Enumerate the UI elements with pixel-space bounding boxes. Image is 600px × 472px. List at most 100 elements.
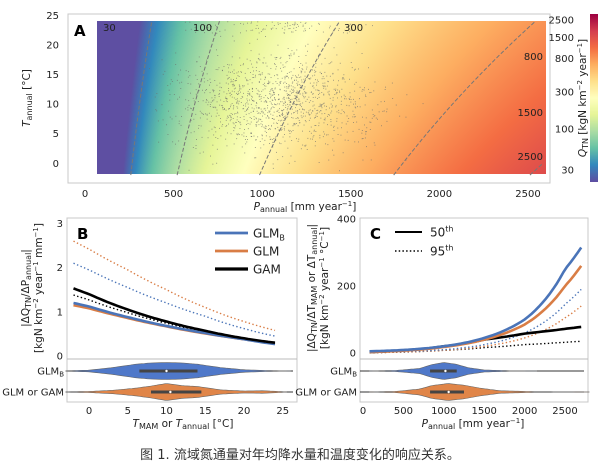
scatter-point [293, 98, 295, 100]
scatter-point [332, 99, 334, 101]
scatter-point [349, 23, 351, 25]
scatter-point [257, 113, 259, 114]
scatter-point [269, 101, 271, 103]
scatter-point [270, 102, 272, 104]
scatter-point [279, 142, 280, 144]
scatter-point [202, 89, 203, 91]
scatter-point [320, 117, 322, 119]
scatter-point [327, 80, 329, 82]
scatter-point [285, 107, 287, 108]
scatter-point [251, 107, 253, 109]
scatter-point [337, 97, 338, 99]
scatter-point [290, 102, 291, 103]
scatter-point [238, 89, 240, 91]
scatter-point [305, 78, 306, 80]
scatter-point [289, 95, 291, 96]
panel-c-ylabel-line1: |ΔQTN/ΔTMAM or ΔTannual| [306, 224, 319, 352]
scatter-point [217, 69, 219, 71]
scatter-point [361, 130, 363, 131]
scatter-point [157, 120, 159, 122]
scatter-point [321, 113, 323, 115]
scatter-point [271, 88, 273, 90]
scatter-point [271, 94, 273, 96]
scatter-point [343, 111, 345, 112]
scatter-point [321, 107, 323, 109]
scatter-point [323, 94, 325, 96]
scatter-point [290, 101, 292, 103]
scatter-point [272, 100, 274, 101]
scatter-point [237, 101, 239, 103]
scatter-point [377, 118, 378, 120]
scatter-point [270, 89, 272, 91]
scatter-point [320, 54, 321, 56]
scatter-point [206, 73, 208, 75]
scatter-point [293, 52, 295, 54]
scatter-point [321, 92, 323, 93]
scatter-point [308, 96, 310, 98]
scatter-point [399, 115, 401, 117]
scatter-point [279, 98, 280, 100]
panel-a-xlabel: Pannual [mm year−1] [254, 200, 357, 214]
scatter-point [349, 92, 351, 94]
scatter-point [292, 86, 294, 88]
scatter-point [324, 82, 326, 84]
scatter-point [323, 122, 325, 124]
scatter-point [233, 40, 235, 42]
scatter-point [222, 124, 224, 125]
scatter-point [328, 159, 330, 161]
scatter-point [286, 93, 288, 95]
scatter-point [251, 118, 252, 119]
scatter-point [320, 110, 322, 111]
scatter-point [265, 77, 266, 79]
scatter-point [284, 23, 286, 24]
scatter-point [296, 99, 298, 101]
scatter-point [269, 136, 271, 138]
scatter-point [353, 114, 355, 115]
scatter-point [221, 125, 223, 127]
scatter-point [213, 90, 215, 91]
scatter-point [185, 108, 186, 110]
scatter-point [173, 94, 175, 95]
scatter-point [267, 97, 268, 99]
series-glm-95th [73, 240, 276, 332]
scatter-point [366, 131, 367, 133]
scatter-point [247, 90, 249, 92]
scatter-point [256, 110, 258, 112]
panel-b-xtick: 5 [125, 406, 131, 417]
scatter-point [257, 93, 259, 95]
scatter-point [291, 92, 292, 94]
scatter-point [297, 24, 298, 25]
scatter-point [297, 100, 299, 102]
scatter-point [239, 88, 241, 90]
scatter-point [338, 29, 339, 31]
scatter-point [231, 64, 233, 66]
scatter-point [265, 125, 267, 127]
scatter-point [164, 70, 166, 72]
scatter-point [333, 130, 335, 131]
scatter-point [289, 90, 291, 92]
scatter-point [312, 110, 314, 112]
legend-label-50th: 50th [430, 225, 454, 240]
scatter-point [312, 86, 314, 87]
scatter-point [236, 92, 237, 94]
scatter-point [302, 94, 304, 96]
scatter-point [230, 106, 231, 108]
scatter-point [196, 79, 198, 80]
scatter-point [302, 108, 303, 110]
scatter-point [333, 88, 335, 90]
scatter-point [294, 87, 296, 89]
scatter-point [219, 104, 221, 106]
scatter-point [281, 70, 283, 72]
scatter-point [273, 138, 275, 139]
scatter-point [224, 29, 226, 31]
scatter-point [361, 138, 363, 140]
scatter-point [199, 117, 201, 119]
scatter-point [280, 67, 281, 69]
scatter-point [251, 98, 252, 100]
scatter-point [293, 24, 295, 26]
scatter-point [329, 107, 330, 109]
scatter-point [307, 43, 309, 45]
scatter-point [212, 163, 214, 165]
scatter-point [273, 107, 275, 108]
scatter-point [314, 117, 315, 119]
